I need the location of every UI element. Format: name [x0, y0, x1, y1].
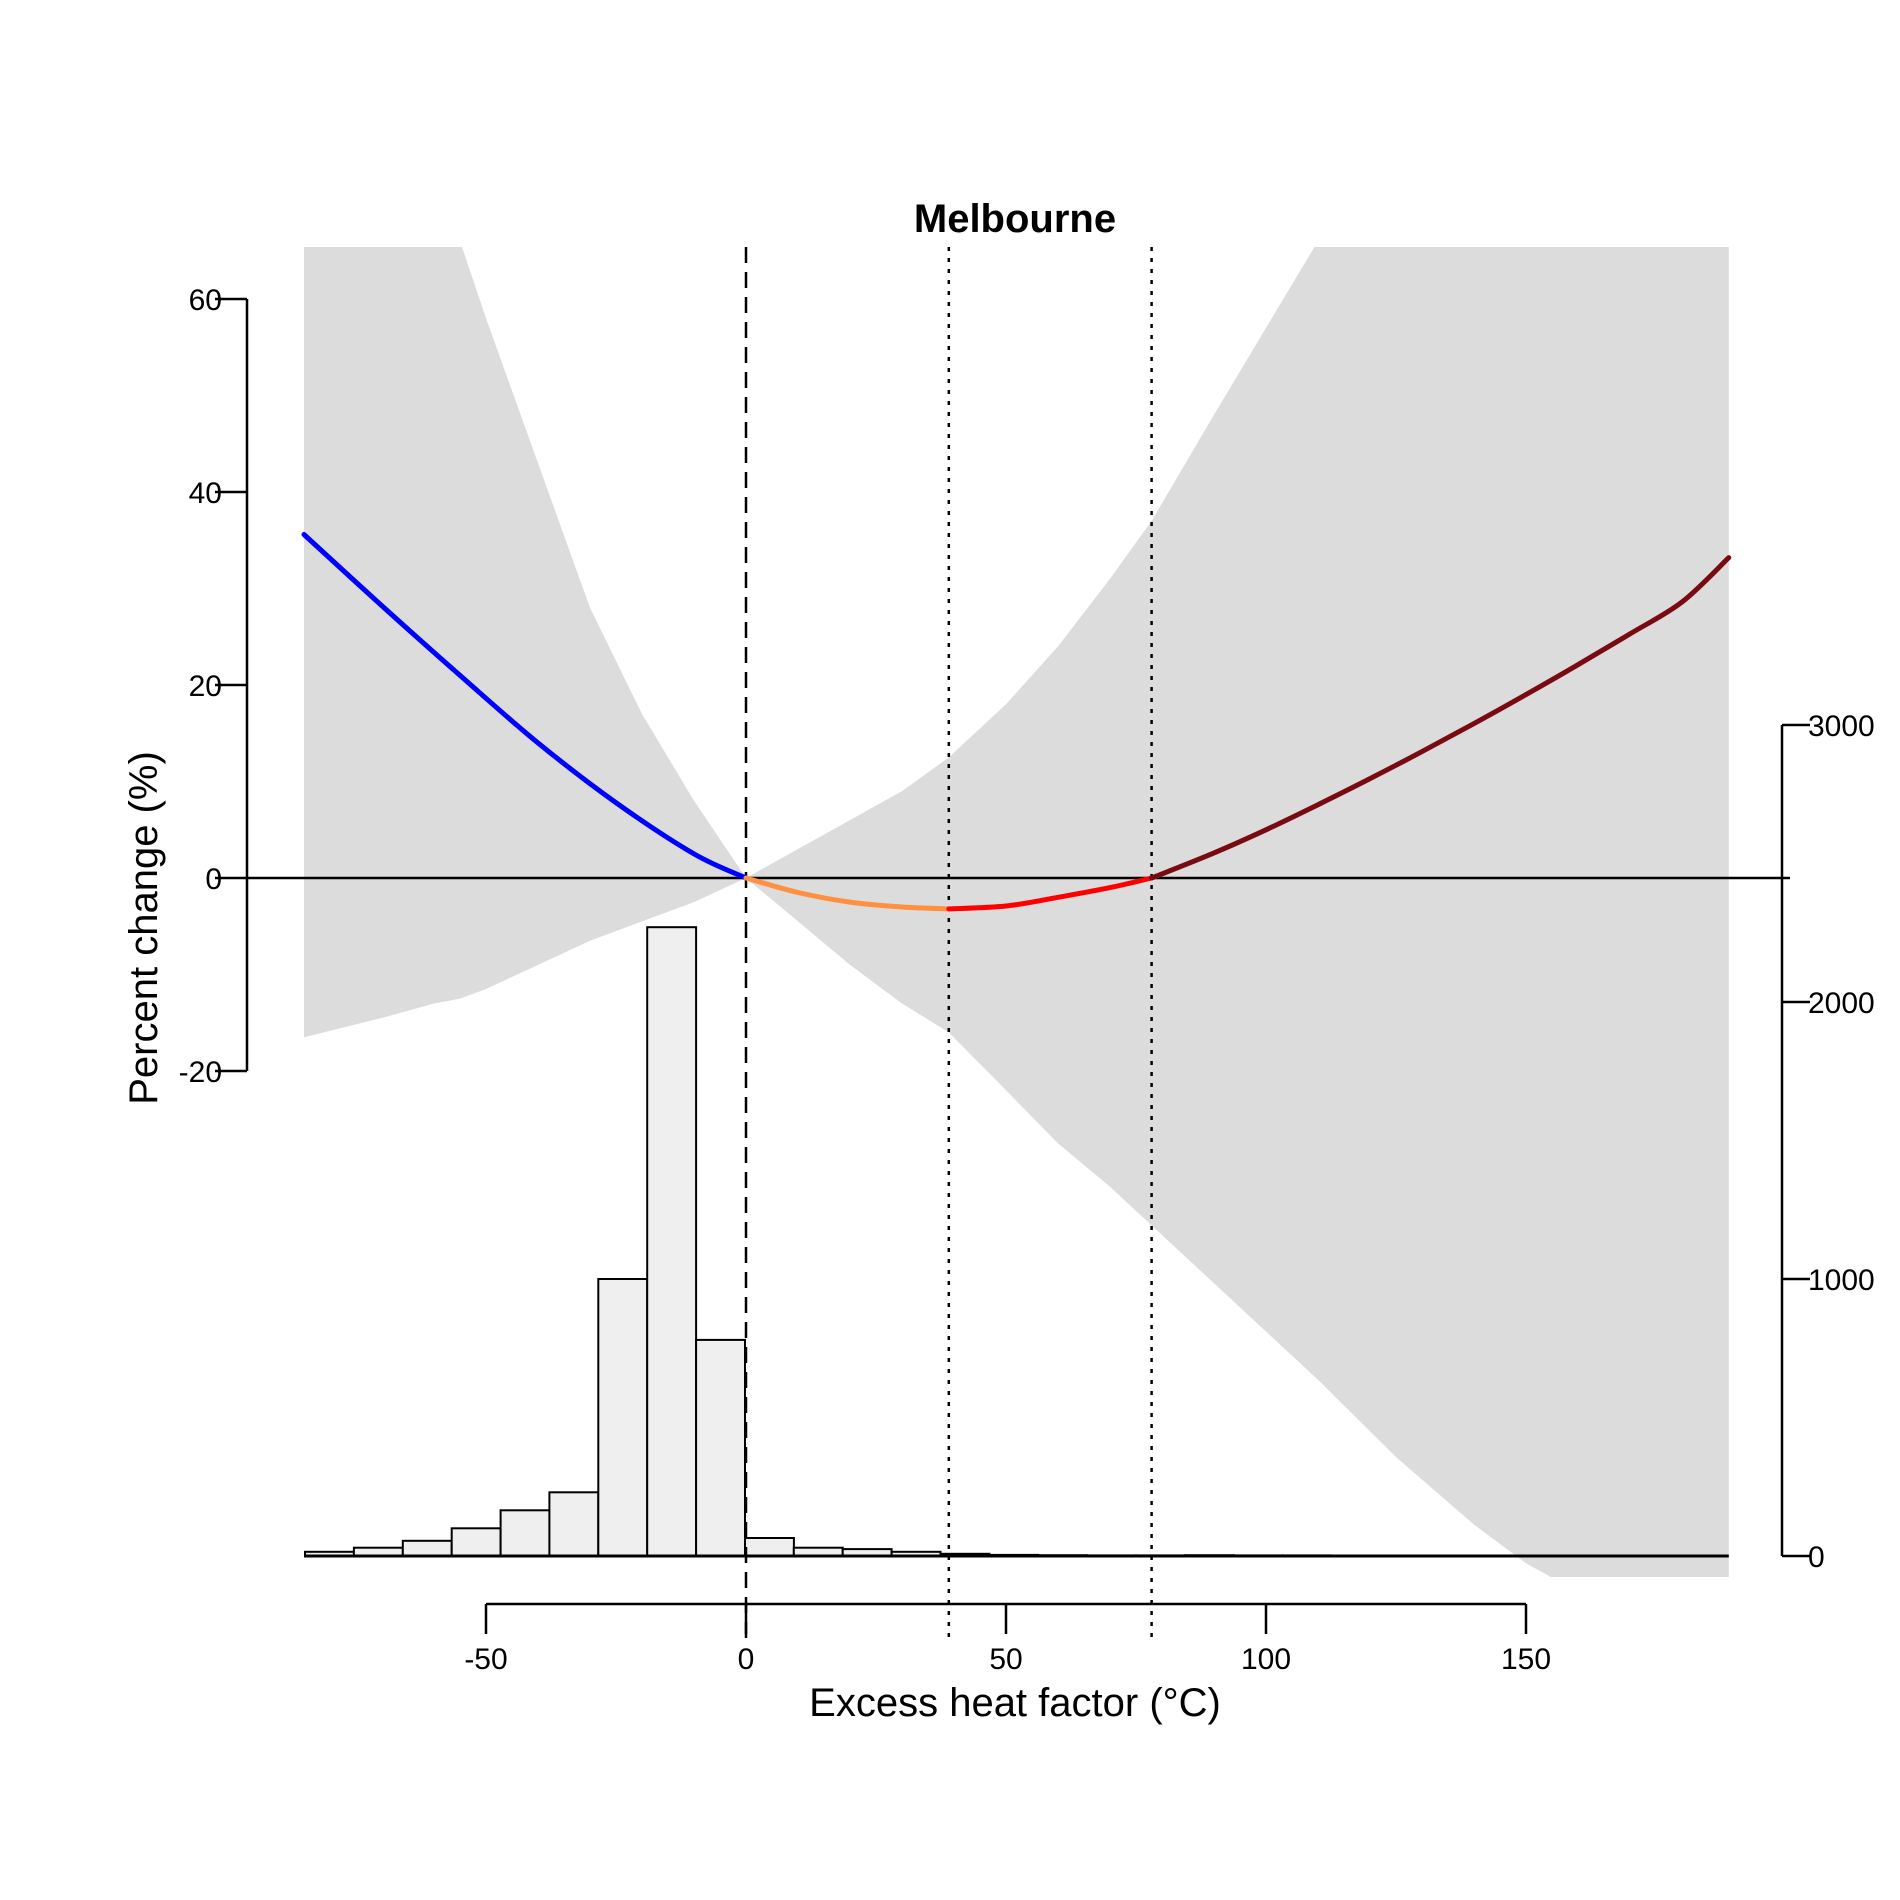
reference-lines-layer: [246, 247, 1790, 1642]
histogram-bar: [695, 1338, 746, 1558]
histogram-bar: [744, 1537, 795, 1557]
axes-layer: -20 0 20 40 60 0 1000 2000 3000 -50 0 50 100 150: [179, 284, 1875, 1676]
histogram-bar: [450, 1527, 502, 1558]
y2-tick-label: 2000: [1808, 987, 1875, 1020]
y2-tick-label: 3000: [1808, 710, 1875, 743]
histogram-layer: [304, 926, 1729, 1558]
y-tick-label: -20: [179, 1056, 222, 1089]
x-tick-label: 150: [1501, 1643, 1551, 1676]
curve-segment-4: [1149, 555, 1732, 881]
x-tick-label: 50: [989, 1643, 1022, 1676]
histogram-bar: [548, 1491, 600, 1558]
confidence-band-layer: [304, 247, 1729, 1577]
histogram-bar: [499, 1509, 551, 1558]
histogram-bar: [597, 1278, 649, 1557]
curve-segment-2: [743, 875, 952, 912]
histogram-bar: [646, 926, 698, 1557]
histogram-bar: [401, 1539, 453, 1558]
y-axis-title: Percent change (%): [122, 751, 166, 1105]
y-tick-label: 20: [189, 670, 222, 703]
x-tick-label: -50: [464, 1643, 507, 1676]
confidence-band: [304, 247, 1729, 1577]
y-tick-label: 60: [189, 284, 222, 317]
x-tick-label: 0: [738, 1643, 755, 1676]
y-tick-label: 40: [189, 477, 222, 510]
y-tick-label: 0: [205, 863, 222, 896]
x-axis-title: Excess heat factor (°C): [809, 1681, 1221, 1725]
x-tick-label: 100: [1241, 1643, 1291, 1676]
curve-layer: [301, 532, 1732, 912]
curve-segment-3: [946, 875, 1155, 912]
y2-tick-label: 0: [1808, 1541, 1825, 1574]
curve-segment-1: [301, 532, 749, 881]
y2-tick-label: 1000: [1808, 1264, 1875, 1297]
chart-title: Melbourne: [914, 197, 1116, 241]
